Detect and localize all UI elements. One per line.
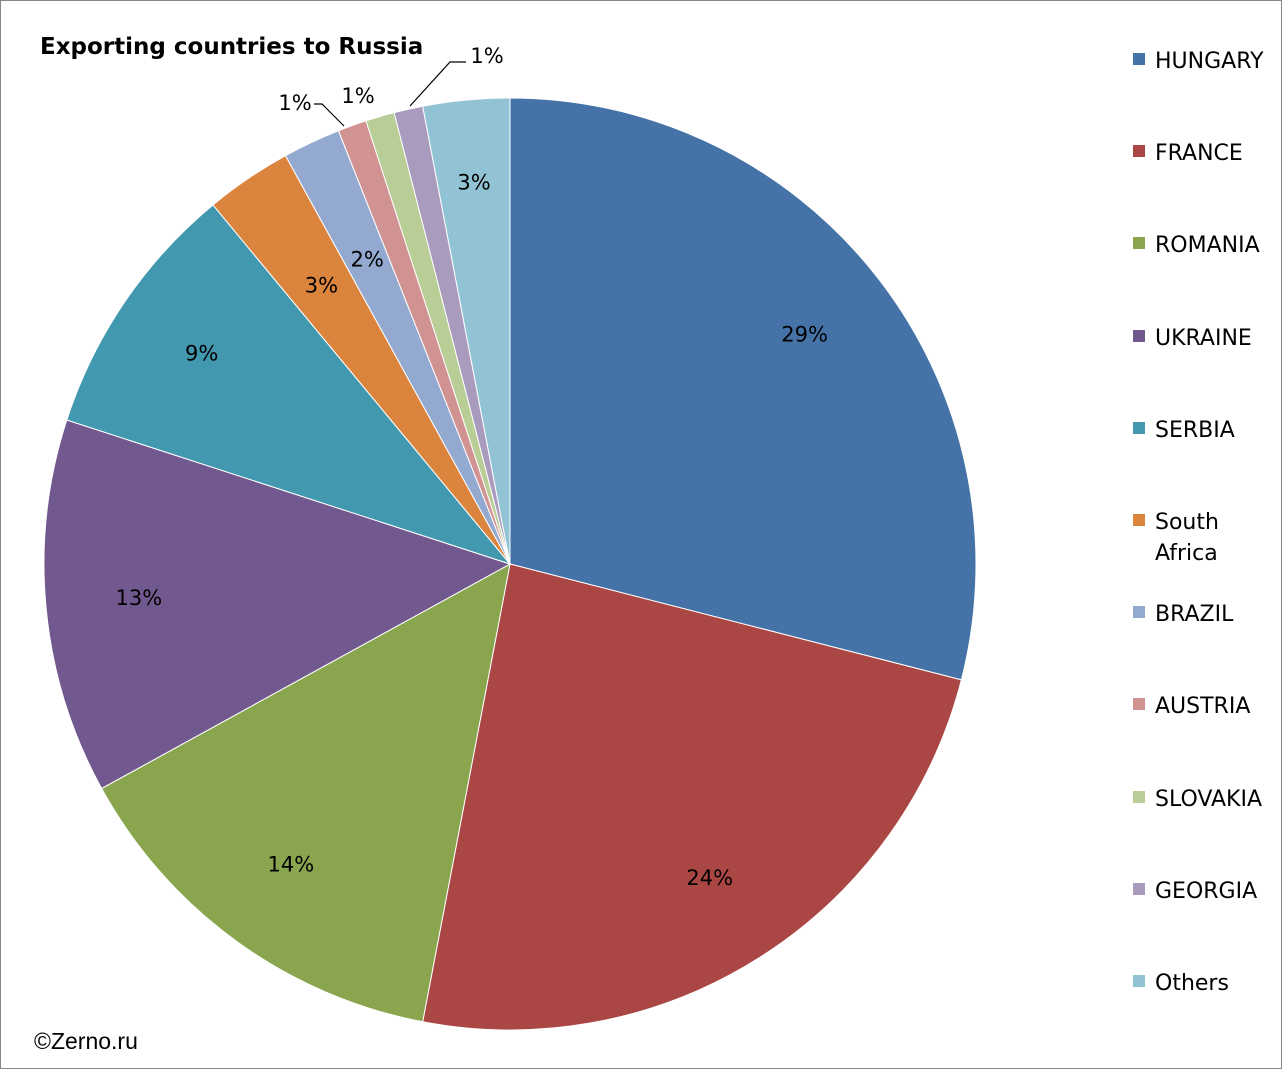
slice-label-serbia: 9% [185, 341, 218, 365]
legend-label: Others [1155, 971, 1229, 996]
pie-slice-hungary [509, 97, 977, 681]
slice-label-romania: 14% [268, 853, 315, 877]
pie-slice-romania [100, 563, 511, 1023]
legend-item-serbia: SERBIA [1133, 415, 1275, 446]
source-credit: ©Zerno.ru [34, 1028, 138, 1054]
legend-label: BRAZIL [1155, 602, 1234, 628]
legend-item-brazil: BRAZIL [1133, 599, 1275, 630]
legend-label: UKRAINE [1155, 325, 1252, 351]
legend: HUNGARY FRANCE ROMANIA UKRAINE SERBIA South A… [1133, 0, 1278, 1069]
legend-item-south-africa: South Africa [1133, 507, 1275, 569]
leader-line-austria [314, 103, 345, 127]
pie-slice-france [422, 563, 962, 1031]
legend-label: GEORGIA [1155, 878, 1258, 904]
legend-label: AUSTRIA [1155, 694, 1251, 720]
pie-slice-others [422, 97, 511, 565]
slice-label-brazil: 2% [350, 247, 383, 271]
legend-swatch [1133, 329, 1145, 342]
legend-item-georgia: GEORGIA [1133, 876, 1275, 907]
legend-swatch [1133, 882, 1145, 895]
legend-swatch [1133, 237, 1145, 250]
legend-item-france: FRANCE [1133, 138, 1275, 169]
pie-slice-serbia [66, 204, 512, 566]
slice-label-georgia: 1% [470, 44, 503, 68]
legend-swatch [1133, 145, 1145, 158]
legend-swatch [1133, 606, 1145, 619]
legend-swatch [1133, 514, 1145, 526]
slice-label-france: 24% [686, 866, 733, 890]
legend-item-others: Others [1133, 968, 1275, 999]
legend-label: SERBIA [1155, 417, 1235, 443]
slice-label-others: 3% [457, 171, 490, 195]
slice-label-hungary: 29% [781, 323, 828, 347]
legend-item-austria: AUSTRIA [1133, 691, 1275, 722]
legend-swatch [1133, 790, 1145, 803]
slice-label-ukraine: 13% [116, 586, 163, 610]
legend-swatch [1133, 975, 1145, 987]
legend-label: SLOVAKIA [1155, 786, 1263, 812]
legend-item-romania: ROMANIA [1133, 230, 1275, 261]
legend-item-slovakia: SLOVAKIA [1133, 784, 1275, 815]
slice-label-south-africa: 3% [305, 273, 338, 297]
slice-label-austria: 1% [278, 91, 311, 115]
legend-swatch [1133, 53, 1145, 65]
legend-label: FRANCE [1155, 141, 1243, 167]
legend-item-ukraine: UKRAINE [1133, 323, 1275, 354]
leader-line-georgia [409, 61, 466, 107]
legend-item-hungary: HUNGARY [1133, 46, 1275, 77]
legend-label: South Africa [1155, 510, 1219, 566]
slice-label-slovakia: 1% [341, 84, 374, 108]
legend-swatch [1133, 421, 1145, 434]
legend-label: HUNGARY [1155, 49, 1264, 74]
pie-slice-ukraine [43, 419, 512, 790]
legend-swatch [1133, 698, 1145, 711]
chart-title: Exporting countries to Russia [40, 34, 424, 60]
legend-label: ROMANIA [1155, 233, 1260, 259]
